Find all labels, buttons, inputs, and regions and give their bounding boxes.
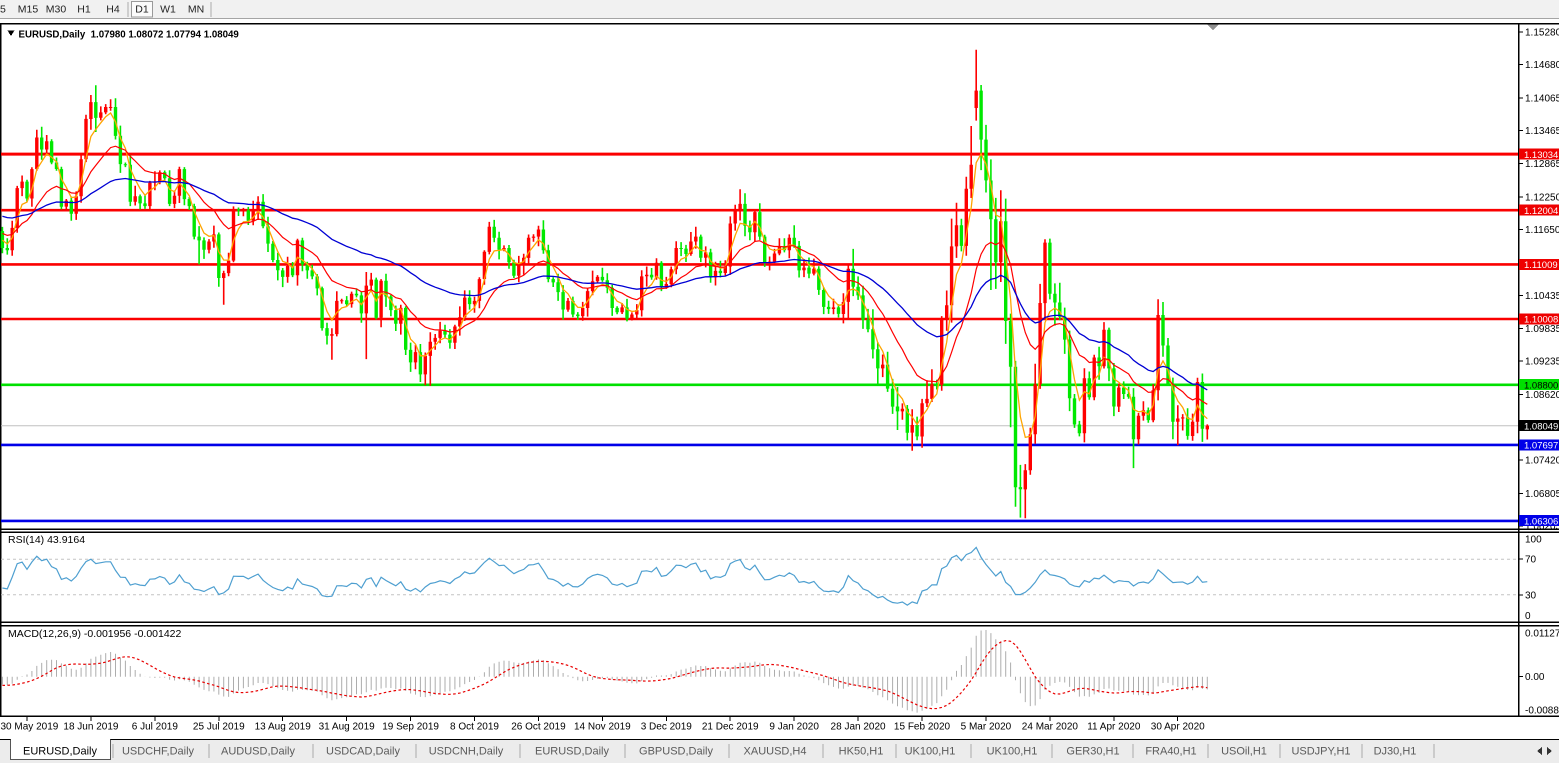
svg-text:EURUSD,Daily 1.07980 1.08072: EURUSD,Daily 1.07980 1.08072 1.07794 1.0… bbox=[19, 30, 240, 41]
svg-text:1.09235: 1.09235 bbox=[1525, 357, 1559, 368]
svg-text:H1: H1 bbox=[77, 4, 91, 16]
svg-text:1.15280: 1.15280 bbox=[1525, 27, 1559, 38]
svg-text:1.13034: 1.13034 bbox=[1524, 150, 1558, 161]
svg-text:70: 70 bbox=[1525, 555, 1537, 566]
svg-text:FRA40,H1: FRA40,H1 bbox=[1145, 746, 1196, 758]
svg-text:1.12250: 1.12250 bbox=[1525, 192, 1559, 203]
svg-text:MACD(12,26,9) -0.001956 -0.001: MACD(12,26,9) -0.001956 -0.001422 bbox=[8, 628, 182, 640]
svg-text:1.12865: 1.12865 bbox=[1525, 159, 1559, 170]
svg-text:1.12004: 1.12004 bbox=[1524, 206, 1558, 217]
svg-text:3 Dec 2019: 3 Dec 2019 bbox=[641, 722, 693, 733]
svg-text:1.11650: 1.11650 bbox=[1525, 225, 1559, 236]
svg-text:USDJPY,H1: USDJPY,H1 bbox=[1291, 746, 1350, 758]
svg-text:1.07420: 1.07420 bbox=[1525, 455, 1559, 466]
svg-text:9 Jan 2020: 9 Jan 2020 bbox=[769, 722, 819, 733]
svg-text:0: 0 bbox=[1525, 611, 1531, 622]
svg-text:UK100,H1: UK100,H1 bbox=[905, 746, 956, 758]
svg-text:M30: M30 bbox=[46, 4, 67, 16]
svg-text:EURUSD,Daily: EURUSD,Daily bbox=[23, 746, 97, 758]
svg-text:1.10008: 1.10008 bbox=[1524, 315, 1558, 326]
svg-text:8 Oct 2019: 8 Oct 2019 bbox=[450, 722, 499, 733]
svg-text:USDCNH,Daily: USDCNH,Daily bbox=[429, 746, 504, 758]
svg-text:1.11009: 1.11009 bbox=[1524, 260, 1558, 271]
svg-text:MN: MN bbox=[188, 4, 204, 16]
svg-text:1.08049: 1.08049 bbox=[1524, 421, 1558, 432]
svg-text:1.08620: 1.08620 bbox=[1525, 390, 1559, 401]
svg-text:100: 100 bbox=[1525, 535, 1542, 546]
svg-text:25 Jul 2019: 25 Jul 2019 bbox=[193, 722, 245, 733]
svg-text:5: 5 bbox=[0, 4, 6, 16]
svg-text:30: 30 bbox=[1525, 590, 1537, 601]
svg-text:EURUSD,Daily: EURUSD,Daily bbox=[535, 746, 609, 758]
svg-text:DJ30,H1: DJ30,H1 bbox=[1374, 746, 1417, 758]
svg-text:XAUUSD,H4: XAUUSD,H4 bbox=[744, 746, 807, 758]
svg-text:13 Aug 2019: 13 Aug 2019 bbox=[255, 722, 312, 733]
svg-text:1.13465: 1.13465 bbox=[1525, 126, 1559, 137]
svg-text:GER30,H1: GER30,H1 bbox=[1066, 746, 1119, 758]
svg-text:W1: W1 bbox=[160, 4, 176, 16]
svg-text:15 Feb 2020: 15 Feb 2020 bbox=[894, 722, 951, 733]
svg-text:30 Apr 2020: 30 Apr 2020 bbox=[1151, 722, 1205, 733]
svg-text:1.07697: 1.07697 bbox=[1524, 441, 1558, 452]
svg-text:1.10435: 1.10435 bbox=[1525, 291, 1559, 302]
svg-text:USDCAD,Daily: USDCAD,Daily bbox=[326, 746, 400, 758]
svg-text:5 Mar 2020: 5 Mar 2020 bbox=[961, 722, 1012, 733]
svg-text:GBPUSD,Daily: GBPUSD,Daily bbox=[639, 746, 713, 758]
svg-text:1.06205: 1.06205 bbox=[1525, 522, 1559, 533]
svg-text:0.011277: 0.011277 bbox=[1525, 629, 1559, 640]
svg-text:USDCHF,Daily: USDCHF,Daily bbox=[122, 746, 195, 758]
svg-text:26 Oct 2019: 26 Oct 2019 bbox=[511, 722, 566, 733]
svg-text:USOil,H1: USOil,H1 bbox=[1221, 746, 1267, 758]
svg-text:1.06805: 1.06805 bbox=[1525, 489, 1559, 500]
svg-text:18 Jun 2019: 18 Jun 2019 bbox=[63, 722, 118, 733]
svg-text:1.14065: 1.14065 bbox=[1525, 94, 1559, 105]
svg-text:30 May 2019: 30 May 2019 bbox=[1, 722, 59, 733]
svg-text:1.14680: 1.14680 bbox=[1525, 60, 1559, 71]
svg-text:UK100,H1: UK100,H1 bbox=[987, 746, 1038, 758]
svg-text:11 Apr 2020: 11 Apr 2020 bbox=[1087, 722, 1141, 733]
svg-text:0.00: 0.00 bbox=[1525, 672, 1545, 683]
svg-text:RSI(14) 43.9164: RSI(14) 43.9164 bbox=[8, 534, 85, 546]
svg-text:21 Dec 2019: 21 Dec 2019 bbox=[702, 722, 759, 733]
svg-text:28 Jan 2020: 28 Jan 2020 bbox=[831, 722, 886, 733]
svg-text:H4: H4 bbox=[106, 4, 120, 16]
svg-text:19 Sep 2019: 19 Sep 2019 bbox=[382, 722, 439, 733]
svg-text:14 Nov 2019: 14 Nov 2019 bbox=[574, 722, 631, 733]
svg-text:6 Jul 2019: 6 Jul 2019 bbox=[132, 722, 179, 733]
svg-text:D1: D1 bbox=[135, 4, 149, 16]
svg-text:1.06306: 1.06306 bbox=[1524, 516, 1558, 527]
svg-text:24 Mar 2020: 24 Mar 2020 bbox=[1022, 722, 1079, 733]
svg-text:1.09835: 1.09835 bbox=[1525, 324, 1559, 335]
svg-text:1.08800: 1.08800 bbox=[1524, 381, 1558, 392]
svg-text:M15: M15 bbox=[18, 4, 39, 16]
svg-text:-0.008845: -0.008845 bbox=[1525, 706, 1559, 717]
svg-text:AUDUSD,Daily: AUDUSD,Daily bbox=[221, 746, 295, 758]
svg-text:HK50,H1: HK50,H1 bbox=[839, 746, 884, 758]
svg-text:31 Aug 2019: 31 Aug 2019 bbox=[319, 722, 376, 733]
